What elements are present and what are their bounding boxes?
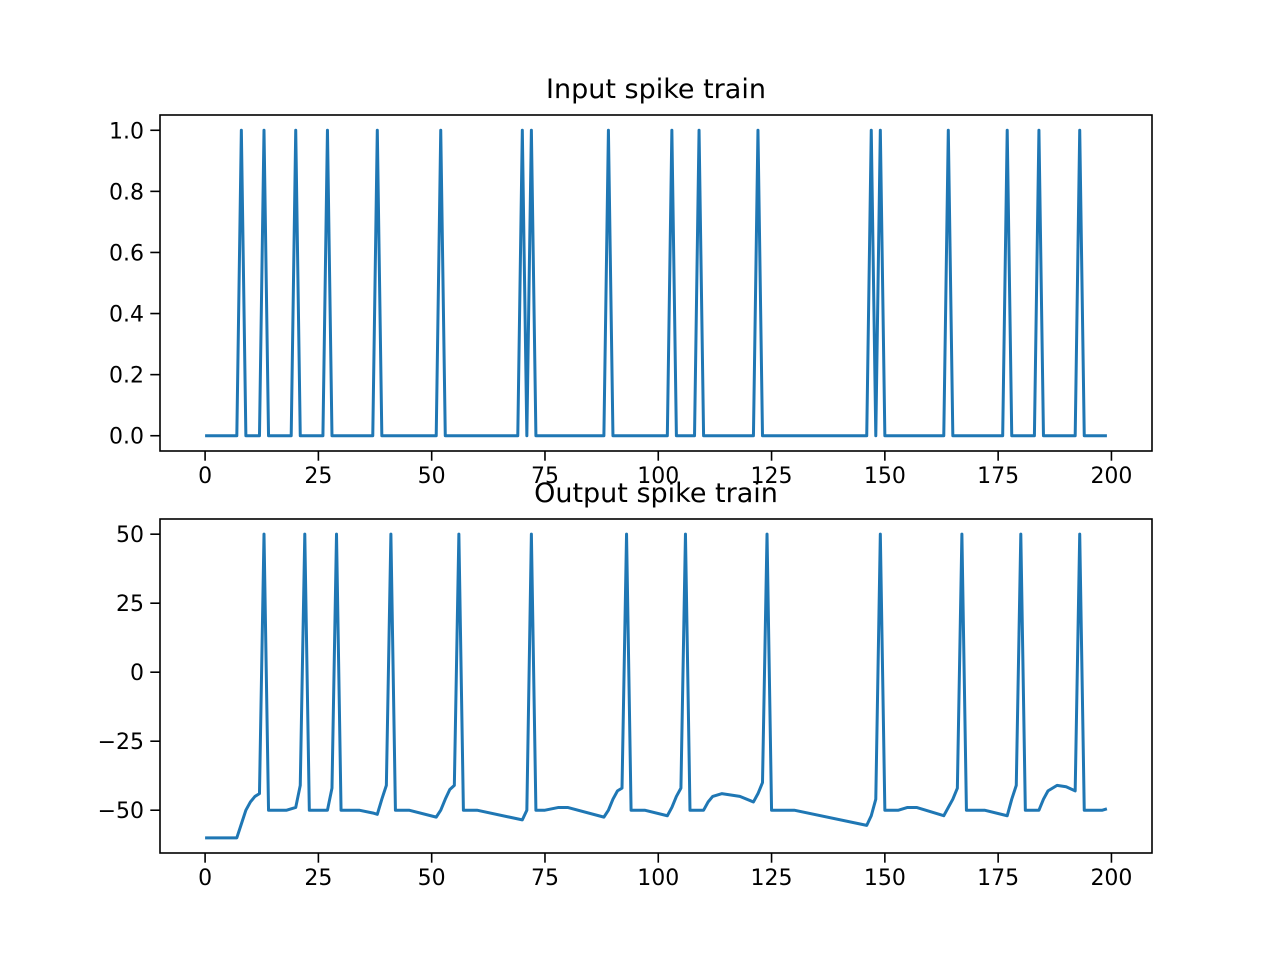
x-tick-label: 0	[198, 866, 212, 891]
y-tick-label: 0.2	[109, 364, 144, 389]
y-tick-label: 0.6	[109, 241, 144, 266]
y-tick-label: 0	[130, 661, 144, 686]
x-tick-label: 100	[637, 464, 679, 489]
data-line	[205, 128, 1107, 438]
axes-frame	[159, 518, 1153, 854]
y-tick-label: 0.0	[109, 425, 144, 450]
x-tick-label: 175	[977, 866, 1019, 891]
x-tick-label: 125	[751, 464, 793, 489]
x-tick-label: 175	[977, 464, 1019, 489]
y-tick-label: 50	[116, 523, 144, 548]
x-tick-label: 150	[864, 866, 906, 891]
y-tick-label: 1.0	[109, 119, 144, 144]
chart-title: Output spike train	[534, 478, 778, 509]
x-tick-label: 75	[531, 464, 559, 489]
y-tick-label: 25	[116, 592, 144, 617]
y-tick-label: −50	[98, 799, 144, 824]
x-tick-label: 100	[637, 866, 679, 891]
y-tick-label: −25	[98, 730, 144, 755]
x-tick-label: 200	[1090, 866, 1132, 891]
x-tick-label: 75	[531, 866, 559, 891]
x-tick-label: 125	[751, 866, 793, 891]
x-tick-label: 25	[304, 464, 332, 489]
x-tick-label: 25	[304, 866, 332, 891]
x-tick-label: 0	[198, 464, 212, 489]
x-tick-label: 50	[418, 866, 446, 891]
axes-frame	[159, 114, 1153, 452]
data-line	[205, 532, 1108, 840]
y-tick-label: 0.8	[109, 180, 144, 205]
y-tick-label: 0.4	[109, 303, 144, 328]
x-tick-label: 200	[1090, 464, 1132, 489]
x-tick-label: 50	[418, 464, 446, 489]
chart-title: Input spike train	[546, 74, 766, 105]
x-tick-label: 150	[864, 464, 906, 489]
